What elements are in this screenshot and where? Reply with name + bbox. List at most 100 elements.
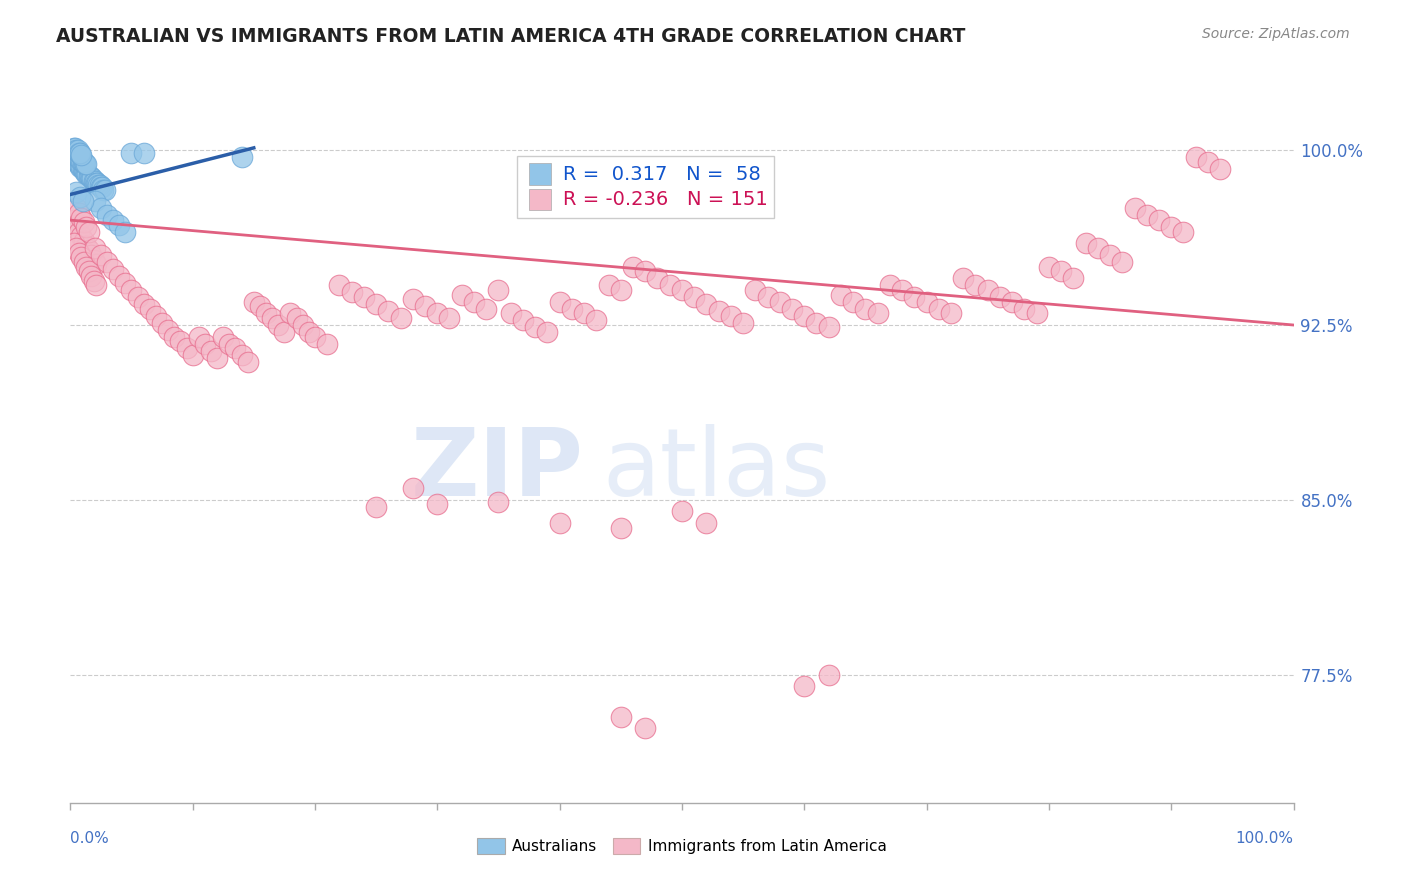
Point (463, 294, 485, 309)
Point (83, 194, 105, 209)
Point (70, 160, 93, 174)
Point (634, 721, 657, 735)
Point (200, 343, 222, 358)
Point (536, 325, 558, 339)
Point (65, 218, 87, 232)
Point (79, 169, 101, 183)
Point (793, 679, 815, 693)
Point (439, 311, 461, 326)
Point (176, 341, 198, 355)
Text: R =  0.317   N =  58: R = 0.317 N = 58 (564, 165, 761, 184)
Point (157, 323, 180, 337)
Point (891, 283, 914, 297)
Point (939, 306, 962, 320)
Point (1050, 264, 1073, 278)
Point (90, 202, 112, 216)
Point (267, 318, 290, 332)
Point (132, 297, 155, 311)
Point (952, 271, 974, 285)
Point (621, 260, 644, 274)
Point (426, 498, 449, 512)
Point (63, 153, 86, 167)
Point (194, 336, 217, 351)
Point (1147, 213, 1170, 227)
Point (965, 278, 987, 293)
Point (83, 252, 105, 267)
Point (1160, 220, 1182, 235)
Point (273, 325, 295, 339)
Point (77, 264, 100, 278)
Point (1087, 241, 1109, 255)
Point (212, 329, 235, 343)
Point (1123, 202, 1146, 216)
Text: 0.0%: 0.0% (70, 830, 110, 846)
Point (65, 154, 87, 169)
Point (842, 294, 865, 309)
Point (73, 164, 96, 178)
Point (65, 241, 87, 255)
FancyBboxPatch shape (529, 189, 551, 211)
Text: Source: ZipAtlas.com: Source: ZipAtlas.com (1202, 27, 1350, 41)
Point (63, 213, 86, 227)
Point (512, 313, 534, 327)
Point (262, 311, 284, 326)
Point (720, 309, 742, 323)
Point (73, 234, 96, 248)
Point (73, 255, 96, 269)
Point (83, 274, 105, 288)
Point (83, 173, 105, 187)
Point (70, 251, 93, 265)
Point (340, 285, 363, 300)
Point (96, 209, 118, 223)
Point (101, 262, 124, 277)
Point (285, 311, 308, 326)
Point (1209, 161, 1232, 176)
Point (75, 167, 97, 181)
Point (75, 239, 97, 253)
Point (243, 294, 266, 309)
Point (163, 329, 186, 343)
Point (84, 176, 107, 190)
Point (108, 218, 131, 232)
Point (70, 153, 93, 167)
Text: R = -0.236   N = 151: R = -0.236 N = 151 (564, 190, 768, 209)
Point (145, 309, 167, 323)
Point (69, 153, 91, 167)
Point (304, 329, 326, 343)
Point (75, 260, 97, 274)
Point (817, 320, 839, 334)
Point (254, 306, 277, 320)
Point (82, 171, 104, 186)
Point (77, 169, 100, 183)
Point (83, 241, 105, 255)
Point (75, 220, 97, 235)
Point (69, 160, 91, 174)
Point (73, 215, 96, 229)
Point (1025, 306, 1047, 320)
Point (1184, 150, 1206, 164)
Point (65, 148, 87, 162)
Point (91, 183, 114, 197)
Point (63, 145, 86, 160)
Point (291, 318, 314, 332)
Point (67, 206, 90, 220)
Point (572, 306, 595, 320)
Point (83, 173, 105, 187)
Point (114, 225, 136, 239)
Point (695, 297, 717, 311)
Point (780, 301, 803, 316)
Point (84, 278, 107, 293)
Point (60, 148, 83, 162)
Point (671, 283, 693, 297)
Point (671, 504, 693, 518)
Point (1014, 301, 1036, 316)
Point (72, 161, 94, 176)
Text: ZIP: ZIP (411, 425, 583, 516)
Point (366, 297, 388, 311)
Point (1173, 225, 1195, 239)
Point (96, 255, 118, 269)
Point (77, 244, 100, 258)
Point (316, 336, 339, 351)
Point (1074, 236, 1097, 251)
Point (548, 294, 571, 309)
